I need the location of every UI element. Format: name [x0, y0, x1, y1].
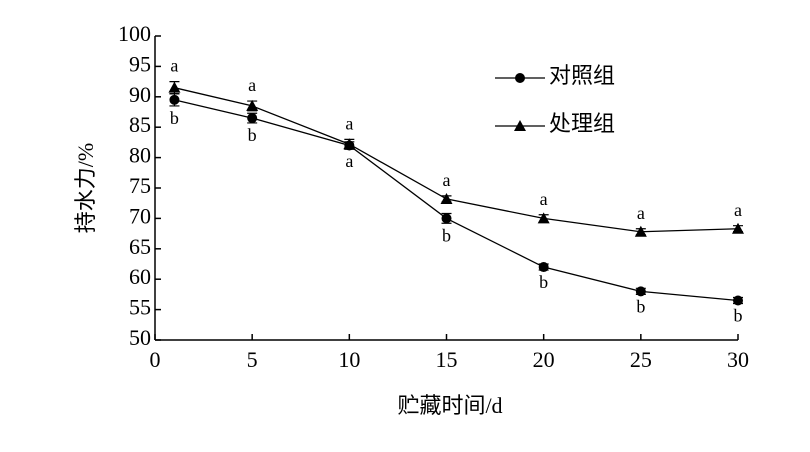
- series-line: [174, 87, 739, 233]
- x-tick-label: 25: [630, 347, 652, 372]
- x-tick-label: 0: [150, 347, 161, 372]
- significance-letter: b: [539, 272, 548, 292]
- data-point: [247, 113, 258, 124]
- significance-letter: b: [734, 306, 743, 326]
- significance-letter: a: [734, 200, 742, 220]
- x-tick-label: 15: [436, 347, 458, 372]
- data-point: [635, 286, 646, 297]
- legend-marker: [514, 120, 526, 131]
- significance-letter: a: [540, 189, 548, 209]
- significance-letter: a: [248, 75, 256, 95]
- data-point: [634, 225, 647, 237]
- significance-letter: b: [170, 108, 179, 128]
- x-axis-label: 贮藏时间/d: [397, 393, 502, 418]
- data-point: [441, 213, 452, 224]
- legend-label: 处理组: [549, 111, 615, 136]
- y-tick-label: 85: [129, 112, 151, 137]
- significance-letter: b: [636, 297, 645, 317]
- significance-letter: a: [345, 151, 353, 171]
- significance-letter: b: [248, 125, 257, 145]
- series-line: [174, 99, 739, 302]
- y-tick-label: 80: [129, 143, 151, 168]
- significance-letter: b: [442, 225, 451, 245]
- x-tick-label: 5: [247, 347, 258, 372]
- y-tick-label: 95: [129, 51, 151, 76]
- data-point: [169, 94, 180, 105]
- significance-letter: a: [637, 203, 645, 223]
- y-tick-label: 50: [129, 325, 151, 350]
- data-point: [733, 295, 743, 306]
- y-tick-label: 100: [118, 21, 151, 46]
- y-tick-label: 75: [129, 173, 151, 198]
- significance-letter: a: [170, 56, 178, 76]
- y-tick-label: 55: [129, 295, 151, 320]
- data-point: [440, 192, 453, 204]
- y-axis-label: 持水力/%: [73, 143, 98, 233]
- y-tick-label: 90: [129, 82, 151, 107]
- y-tick-label: 70: [129, 203, 151, 228]
- x-tick-label: 10: [338, 347, 360, 372]
- y-tick-label: 65: [129, 234, 151, 259]
- data-point: [343, 138, 356, 150]
- data-point: [732, 222, 744, 234]
- legend-label: 对照组: [549, 63, 615, 88]
- y-tick-label: 60: [129, 264, 151, 289]
- significance-letter: a: [345, 113, 353, 133]
- legend-marker: [515, 73, 525, 83]
- data-point: [168, 81, 181, 93]
- data-point: [246, 99, 259, 111]
- data-point: [537, 212, 550, 224]
- significance-letter: a: [443, 170, 451, 190]
- x-tick-label: 30: [727, 347, 749, 372]
- x-tick-label: 20: [533, 347, 555, 372]
- data-point: [538, 262, 549, 273]
